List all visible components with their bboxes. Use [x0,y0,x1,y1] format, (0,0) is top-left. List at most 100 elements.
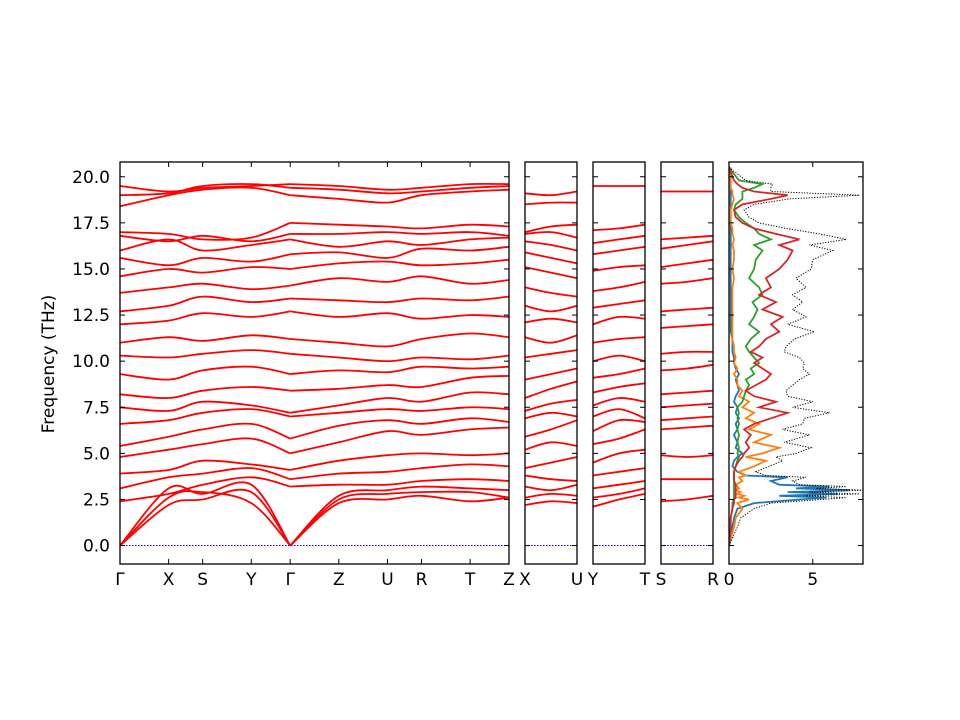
y-tick-label: 17.5 [72,214,110,234]
dos-x-tick-label: 0 [724,570,735,590]
phonon-band-19 [119,238,291,252]
phonon-band-20 [290,231,510,237]
phonon-band-0 [289,494,510,547]
phonon-band-21 [524,201,578,206]
total-dos-curve [729,167,863,546]
panel-frame [119,161,510,565]
x-tick-label: U [381,570,393,590]
phonon-band-10 [524,367,578,381]
phonon-band-6 [660,389,714,396]
phonon-band-12 [524,334,578,344]
phonon-band-14 [592,299,646,309]
dos-x-tick-label: 5 [807,570,818,590]
phonon-band-2 [660,454,714,458]
phonon-band-8 [592,397,646,407]
phonon-band-18 [119,253,291,267]
phonon-band-2 [592,480,646,490]
phonon-band-20 [119,233,291,243]
phonon-band-17 [592,245,646,256]
phonon-band-4 [592,448,646,464]
x-tick-label: Γ [285,570,295,590]
y-tick-label: 15.0 [72,260,110,280]
phonon-band-6 [592,418,646,433]
phonon-band-11 [524,349,578,359]
panel-frame [592,161,646,565]
x-tick-label: X [519,570,531,590]
phonon-band-24 [119,183,291,193]
phonon-band-0 [524,500,578,506]
phonon-band-18 [592,234,646,244]
x-tick-label: T [639,570,651,590]
phonon-band-9 [592,382,646,394]
phonon-band-9 [524,380,578,399]
x-tick-label: Y [245,570,257,590]
phonon-band-13 [524,317,578,324]
phonon-band-7 [660,363,714,372]
phonon-band-13 [660,240,714,250]
phonon-band-8 [119,408,291,425]
phonon-band-17 [119,266,291,278]
phonon-band-7 [289,417,510,440]
x-tick-label: S [197,570,208,590]
phonon-band-6 [119,437,291,458]
phonon-band-12 [660,258,714,268]
phonon-band-4 [524,456,578,469]
phonon-band-0 [119,490,291,547]
phonon-band-4 [660,415,714,422]
phonon-band-8 [524,399,578,412]
phonon-band-13 [290,332,510,348]
phonon-band-0 [660,494,714,503]
phonon-band-10 [660,306,714,313]
x-tick-label: X [163,570,175,590]
phonon-band-22 [524,190,578,197]
phonon-band-4 [119,467,291,490]
phonon-band-18 [524,240,578,252]
phonon-band-11 [119,365,291,381]
x-tick-label: Z [333,570,345,590]
phonon-band-7 [524,411,578,420]
phonon-band-13 [592,315,646,326]
phonon-band-16 [524,266,578,280]
panel-frame [524,161,578,565]
phonon-band-19 [592,223,646,232]
phonon-band-10 [290,375,510,392]
phonon-band-17 [524,251,578,265]
phonon-band-5 [290,452,510,471]
phonon-band-3 [592,467,646,477]
phonon-band-5 [119,459,291,475]
phonon-band-2 [289,485,510,547]
phonon-band-6 [289,426,510,455]
phonon-band-17 [290,258,510,270]
x-tick-label: R [707,570,719,590]
x-tick-label: Γ [115,570,125,590]
x-tick-label: R [416,570,428,590]
x-tick-label: U [571,570,583,590]
phonon-band-14 [119,310,291,326]
phonon-band-12 [592,336,646,344]
phonon-band-21 [290,222,510,230]
phonon-band-15 [592,281,646,292]
y-tick-label: 7.5 [83,398,110,418]
phonon-band-14 [660,234,714,241]
phonon-band-2 [119,481,291,547]
phonon-band-4 [290,463,510,481]
y-tick-label: 20.0 [72,168,110,188]
phonon-band-13 [119,334,291,344]
phonon-band-1 [119,488,291,547]
phonon-band-15 [290,295,510,304]
phonon-band-11 [592,354,646,363]
dos-curves [729,166,863,546]
phonon-band-2 [524,483,578,492]
phonon-band-14 [524,304,578,313]
phonon-band-3 [660,424,714,431]
phonon-band-6 [524,419,578,438]
phonon-band-12 [290,352,510,363]
phonon-band-15 [119,295,291,313]
phonon-band-5 [660,402,714,409]
phonon-band-16 [119,282,291,294]
